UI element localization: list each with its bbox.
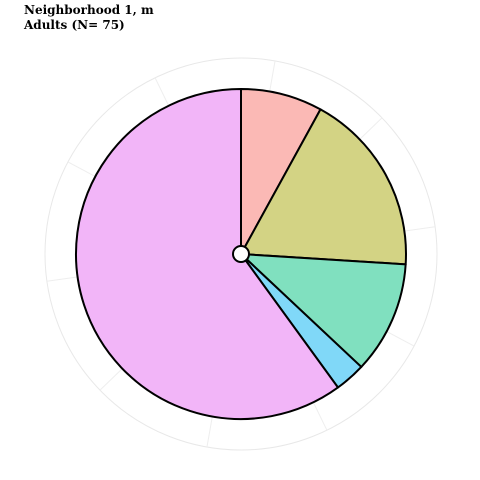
pie-slice-3 (240, 253, 407, 368)
chart-subtitle: Adults (N= 75) (24, 18, 125, 32)
pie-slice-5 (75, 88, 339, 420)
chart-title-block: Neighborhood 1, m Adults (N= 75) (24, 3, 154, 33)
pie-slice-2 (240, 108, 407, 266)
center-hole (232, 245, 250, 263)
pie-slices (75, 88, 407, 420)
grid-ring (44, 57, 438, 451)
chart-title: Neighborhood 1, m (24, 3, 154, 17)
